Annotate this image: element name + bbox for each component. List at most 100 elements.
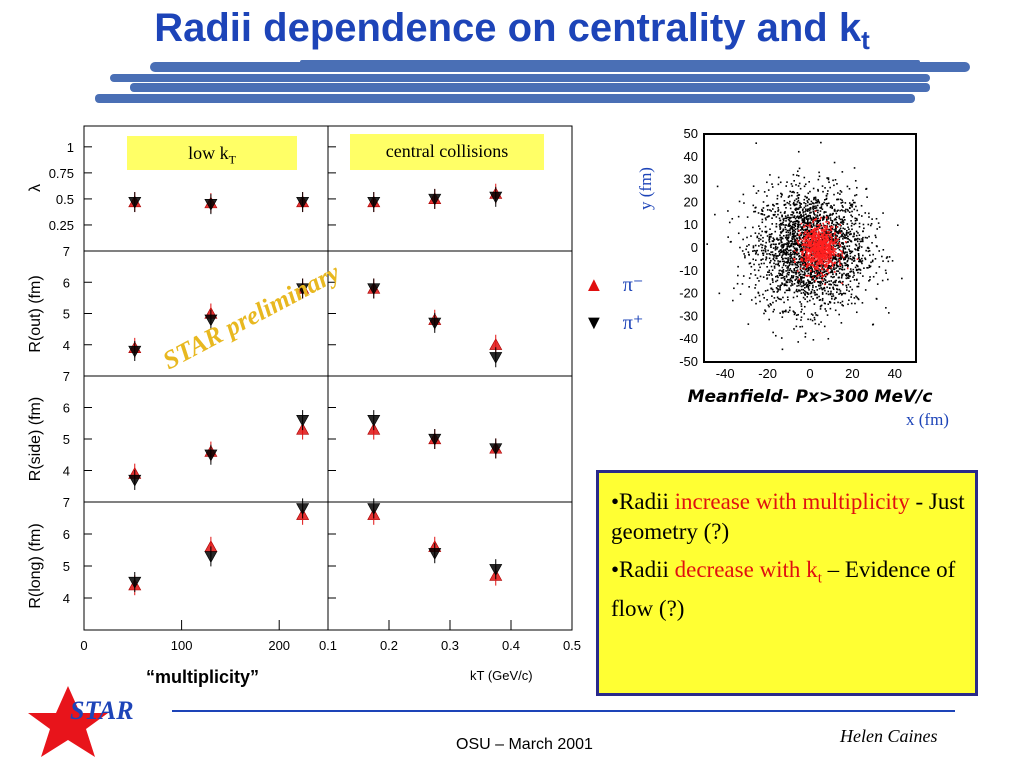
emission-dot — [775, 257, 778, 260]
emission-dot — [756, 235, 759, 238]
emission-dot — [860, 215, 863, 217]
emission-dot — [808, 224, 811, 227]
emission-dot — [777, 183, 780, 186]
emission-dot — [815, 259, 817, 261]
emission-dot — [744, 226, 747, 229]
emission-dot — [770, 246, 772, 249]
emission-dot — [779, 181, 782, 184]
emission-dot — [770, 251, 772, 253]
emission-dot — [754, 232, 757, 234]
emission-dot — [862, 230, 864, 233]
emission-dot — [824, 227, 827, 229]
emission-dot — [840, 235, 842, 238]
emission-dot — [828, 252, 830, 255]
emission-dot — [790, 257, 793, 259]
emission-dot — [810, 237, 813, 239]
emission-dot — [857, 254, 860, 257]
emission-dot — [839, 256, 842, 258]
emission-dot — [772, 281, 774, 284]
emission-dot — [810, 313, 813, 315]
emission-dot — [796, 227, 799, 230]
emission-dot — [803, 176, 806, 179]
emission-dot — [814, 261, 816, 264]
emission-dot — [739, 246, 741, 249]
emission-dot — [799, 263, 802, 266]
emission-dot — [823, 246, 825, 249]
emission-dot — [742, 275, 745, 277]
emission-dot — [810, 224, 813, 227]
emission-dot — [829, 238, 832, 241]
emission-dot — [771, 279, 774, 281]
emission-dot — [795, 220, 798, 222]
emission-dot — [803, 267, 805, 269]
emission-dot — [813, 232, 816, 234]
emission-dot — [841, 268, 844, 271]
emission-dot — [836, 264, 839, 267]
emission-dot — [806, 200, 809, 202]
emission-dot — [851, 288, 854, 291]
emission-dot — [783, 284, 786, 287]
emission-dot — [784, 203, 787, 206]
emission-dot — [761, 252, 764, 255]
emission-dot — [793, 313, 796, 316]
emission-dot — [809, 206, 812, 209]
emission-dot — [864, 289, 867, 291]
emission-dot — [822, 258, 824, 260]
emission-dot — [851, 204, 854, 206]
emission-dot — [820, 238, 823, 240]
emission-dot — [819, 213, 821, 216]
emission-dot — [849, 230, 852, 233]
emission-dot — [827, 293, 830, 296]
y-tick-label: 4 — [63, 591, 70, 606]
emission-dot — [761, 221, 764, 224]
emission-dot — [830, 205, 832, 207]
emission-dot — [802, 244, 805, 246]
emission-dot — [796, 270, 799, 273]
emission-dot — [842, 209, 844, 212]
emission-dot — [815, 236, 817, 239]
emission-dot — [814, 196, 817, 199]
emission-dot — [790, 242, 793, 245]
emission-dot — [789, 224, 792, 227]
emission-dot — [825, 263, 828, 265]
emission-dot — [813, 303, 816, 305]
emission-dot — [832, 255, 835, 257]
emission-dot — [825, 237, 828, 240]
emission-dot — [841, 282, 843, 285]
emission-dot — [768, 215, 770, 217]
emission-dot — [790, 220, 792, 223]
emission-dot — [809, 282, 812, 285]
emission-dot — [826, 255, 829, 257]
emission-dot — [820, 277, 823, 280]
emission-dot — [805, 222, 808, 224]
emission-dot — [791, 284, 794, 286]
emission-dot — [788, 309, 791, 312]
emission-dot — [808, 208, 810, 210]
emission-dot — [860, 240, 863, 243]
emission-dot — [773, 259, 776, 262]
emission-dot — [837, 253, 840, 255]
emission-dot — [803, 201, 805, 204]
emission-dot — [782, 268, 785, 271]
emission-dot — [814, 243, 817, 245]
emission-dot — [821, 276, 823, 278]
emission-dot — [836, 198, 838, 201]
emission-dot — [806, 251, 808, 254]
emission-dot — [834, 240, 836, 243]
emission-dot — [814, 218, 817, 221]
emission-dot — [838, 261, 841, 263]
emission-dot — [756, 249, 759, 252]
emission-dot — [790, 255, 792, 258]
emission-dot — [798, 255, 800, 258]
emission-dot — [772, 243, 775, 246]
emission-dot — [771, 186, 774, 188]
emission-dot — [776, 291, 779, 293]
emission-dot — [800, 226, 802, 228]
emission-dot — [828, 232, 831, 234]
emission-dot — [804, 205, 807, 207]
emission-y-tick: -10 — [679, 263, 698, 278]
emission-dot — [780, 337, 783, 339]
emission-dot — [836, 261, 838, 264]
emission-dot — [797, 217, 800, 220]
emission-dot — [826, 281, 829, 283]
